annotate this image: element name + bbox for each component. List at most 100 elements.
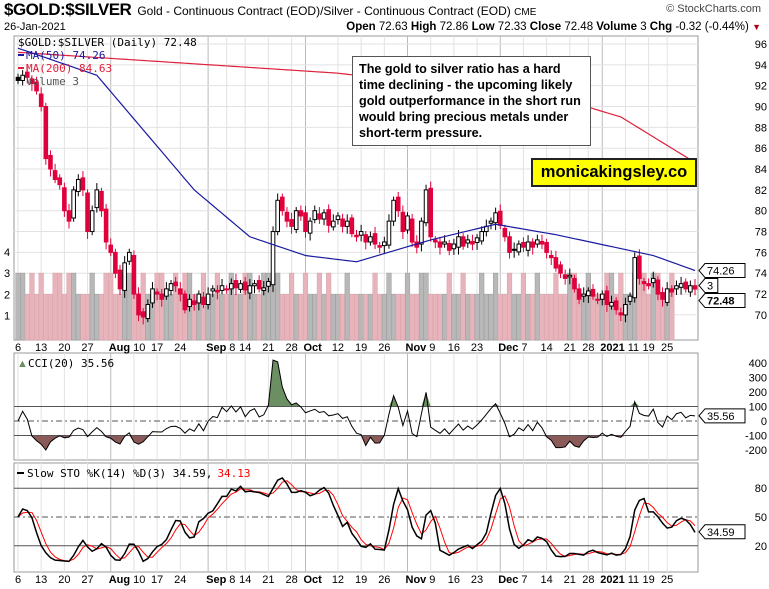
price-tick-label: 96 — [755, 39, 767, 51]
stockcharts-credit[interactable]: © StockCharts.com — [666, 3, 761, 15]
candle-body — [229, 283, 234, 290]
volume-bar — [553, 272, 559, 341]
volume-bar — [358, 294, 364, 341]
candle-body — [470, 240, 475, 245]
date-tick-label-bottom: Sep — [206, 574, 226, 586]
volume-bar — [38, 272, 44, 341]
volume-bar — [618, 272, 624, 341]
volume-bar — [344, 272, 350, 341]
candle-body — [344, 220, 350, 227]
cci-tick-label: 200 — [749, 387, 767, 399]
volume-bar — [646, 294, 652, 341]
price-tick-label: 86 — [755, 143, 767, 155]
candle-body — [38, 93, 44, 108]
volume-bar — [391, 294, 397, 341]
candle-body — [493, 212, 498, 224]
candle-body — [187, 298, 192, 308]
candle-body — [219, 285, 225, 291]
date-tick-label-bottom: 24 — [174, 574, 186, 586]
volume-bar — [89, 272, 95, 341]
volume-value: 3 — [640, 21, 647, 33]
candle-body — [247, 285, 253, 294]
date-tick-label-bottom: 25 — [661, 574, 673, 586]
volume-bar — [108, 272, 114, 341]
cci-legend-icon: ▲ — [17, 358, 28, 370]
candle-body — [150, 288, 155, 304]
candle-body — [688, 285, 693, 293]
price-legend: $GOLD:$SILVER (Daily) 72.48 — [18, 36, 197, 49]
ma50-legend: MA(50) 74.26 — [26, 49, 105, 62]
volume-bar — [312, 294, 318, 341]
volume-bar — [24, 294, 30, 341]
sto-k-line — [17, 477, 696, 563]
candle-body — [497, 210, 503, 226]
date-tick-label-top: 16 — [448, 342, 460, 354]
volume-bar — [590, 294, 596, 341]
date-tick-label-bottom: 2021 — [600, 574, 624, 586]
candle-body — [20, 74, 25, 81]
candle-body — [173, 281, 178, 287]
candle-body — [456, 236, 461, 248]
chg-label: Chg — [649, 21, 673, 33]
candle-body — [516, 243, 522, 253]
candle-body — [678, 283, 684, 288]
date-tick-label-top: 8 — [229, 342, 235, 354]
volume-bar — [112, 294, 118, 341]
volume-bar — [488, 294, 494, 341]
candle-body — [558, 264, 563, 274]
volume-bar — [256, 294, 262, 341]
date-tick-label-bottom: 14 — [239, 574, 251, 586]
close-value: 72.48 — [564, 21, 594, 33]
volume-bar — [289, 272, 295, 341]
cci-oversold-fill — [18, 435, 695, 450]
volume-bar — [511, 294, 517, 341]
watermark-logo: monicakingsley.co — [531, 158, 697, 187]
date-tick-label-top: Sep — [206, 342, 226, 354]
candle-body — [664, 288, 670, 303]
volume-bar — [562, 294, 568, 341]
volume-bar — [479, 272, 485, 341]
candle-body — [331, 220, 336, 228]
date-tick-label-top: 2021 — [600, 342, 624, 354]
candle-body — [405, 215, 410, 231]
cci-tick-label: 0 — [761, 416, 767, 428]
sto-last-value: 34.59 — [707, 527, 735, 539]
candle-body — [293, 210, 299, 230]
candle-body — [159, 293, 165, 300]
volume-label: Volume — [596, 21, 637, 33]
volume-bar — [460, 272, 466, 341]
candle-body — [43, 106, 49, 160]
candle-body — [205, 293, 211, 305]
candle-body — [94, 189, 100, 209]
volume-bar — [483, 294, 489, 341]
volume-bar — [293, 294, 299, 341]
volume-bar — [66, 272, 72, 341]
candle-body — [669, 288, 675, 293]
price-tick-label: 72 — [755, 289, 767, 301]
candle-body — [307, 220, 313, 234]
date-tick-label-bottom: 7 — [521, 574, 527, 586]
price-tick-label: 70 — [755, 310, 767, 322]
price-tick-label: 88 — [755, 122, 767, 134]
volume-bar — [474, 294, 480, 341]
volume-bar — [534, 272, 540, 341]
price-tick-label: 74 — [755, 268, 767, 280]
candle-body — [423, 189, 429, 224]
price-tick-label: 76 — [755, 247, 767, 259]
open-label: Open — [346, 21, 376, 33]
candle-body — [122, 262, 127, 291]
date-tick-label-bottom: 6 — [15, 574, 21, 586]
volume-bar — [275, 272, 281, 341]
candle-body — [433, 239, 438, 243]
candle-body — [511, 248, 517, 251]
candle-body — [618, 312, 624, 316]
candle-body — [103, 208, 109, 243]
close-last-value-tag — [698, 293, 746, 309]
sto-legend: Slow STO %K(14) %D(3) 34.59, — [27, 467, 212, 480]
candle-body — [266, 281, 271, 287]
candle-body — [210, 288, 216, 292]
date-tick-label-top: 9 — [429, 342, 435, 354]
candle-body — [154, 291, 160, 295]
volume-bar — [428, 294, 434, 341]
date-tick-label-top: 23 — [471, 342, 483, 354]
